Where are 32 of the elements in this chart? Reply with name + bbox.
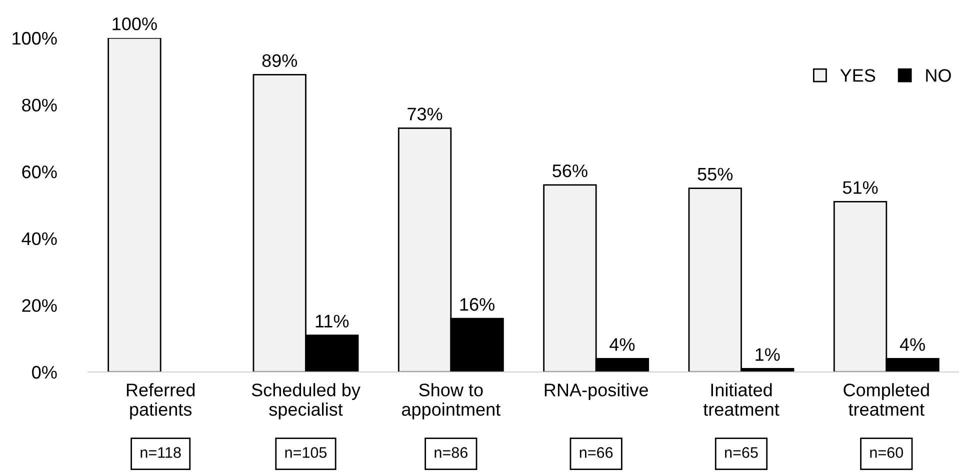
text: 55% <box>698 168 733 181</box>
bar <box>108 38 162 372</box>
y-tick-label: 60% <box>22 166 57 178</box>
text: 51% <box>842 181 878 194</box>
text: 73% <box>408 108 442 120</box>
x-tick-label: Referred patients <box>126 383 195 420</box>
text: n=86 <box>434 447 468 458</box>
x-tick-label: Initiated treatment <box>703 383 780 416</box>
text: 100% <box>112 17 157 30</box>
y-tick-label: 100% <box>12 32 57 45</box>
y-tick-label: 20% <box>22 299 57 312</box>
text: n=66 <box>580 447 613 458</box>
text: 4% <box>900 338 925 351</box>
text: 4% <box>610 338 635 351</box>
y-tick-label: 0% <box>32 366 57 379</box>
text: n=60 <box>870 447 904 458</box>
legend-label: NO <box>926 69 951 82</box>
text: 89% <box>262 54 298 68</box>
x-tick-label: Show to appointment <box>402 383 500 420</box>
text: n=65 <box>725 447 758 458</box>
text: n=118 <box>140 447 181 458</box>
x-tick-label: Completed treatment <box>844 383 929 416</box>
text: 11% <box>316 314 349 328</box>
text: 1% <box>756 348 780 361</box>
y-tick-label: 40% <box>22 232 57 246</box>
x-tick-label: RNA-positive <box>544 383 648 400</box>
legend-label: YES <box>840 69 876 82</box>
text: 56% <box>552 164 588 178</box>
text: n=105 <box>285 447 327 458</box>
x-tick-label: Scheduled by specialist <box>252 383 360 420</box>
text: 16% <box>460 298 494 311</box>
y-tick-label: 80% <box>22 98 57 112</box>
